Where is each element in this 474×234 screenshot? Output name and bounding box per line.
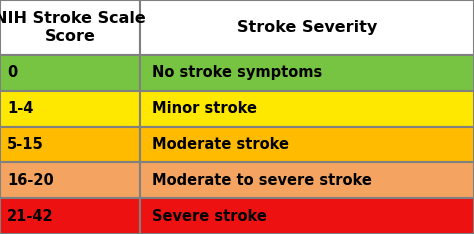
Text: 16-20: 16-20 [7,173,54,188]
Bar [140,162,474,198]
Text: No stroke symptoms: No stroke symptoms [152,65,322,80]
Text: 21-42: 21-42 [7,208,54,224]
Text: 0: 0 [7,65,18,80]
Text: Minor stroke: Minor stroke [152,101,257,116]
Bar [140,55,474,91]
Text: Moderate to severe stroke: Moderate to severe stroke [152,173,372,188]
Text: NIH Stroke Scale
Score: NIH Stroke Scale Score [0,11,146,44]
Bar [0,127,140,162]
Bar [0,91,140,127]
Bar [140,0,474,55]
Text: Moderate stroke: Moderate stroke [152,137,289,152]
Bar [0,162,140,198]
Text: 5-15: 5-15 [7,137,44,152]
Bar [140,91,474,127]
Bar [0,0,140,55]
Bar [0,55,140,91]
Text: Severe stroke: Severe stroke [152,208,266,224]
Bar [140,127,474,162]
Text: 1-4: 1-4 [7,101,34,116]
Bar [140,198,474,234]
Bar [0,198,140,234]
Text: Stroke Severity: Stroke Severity [237,20,377,35]
